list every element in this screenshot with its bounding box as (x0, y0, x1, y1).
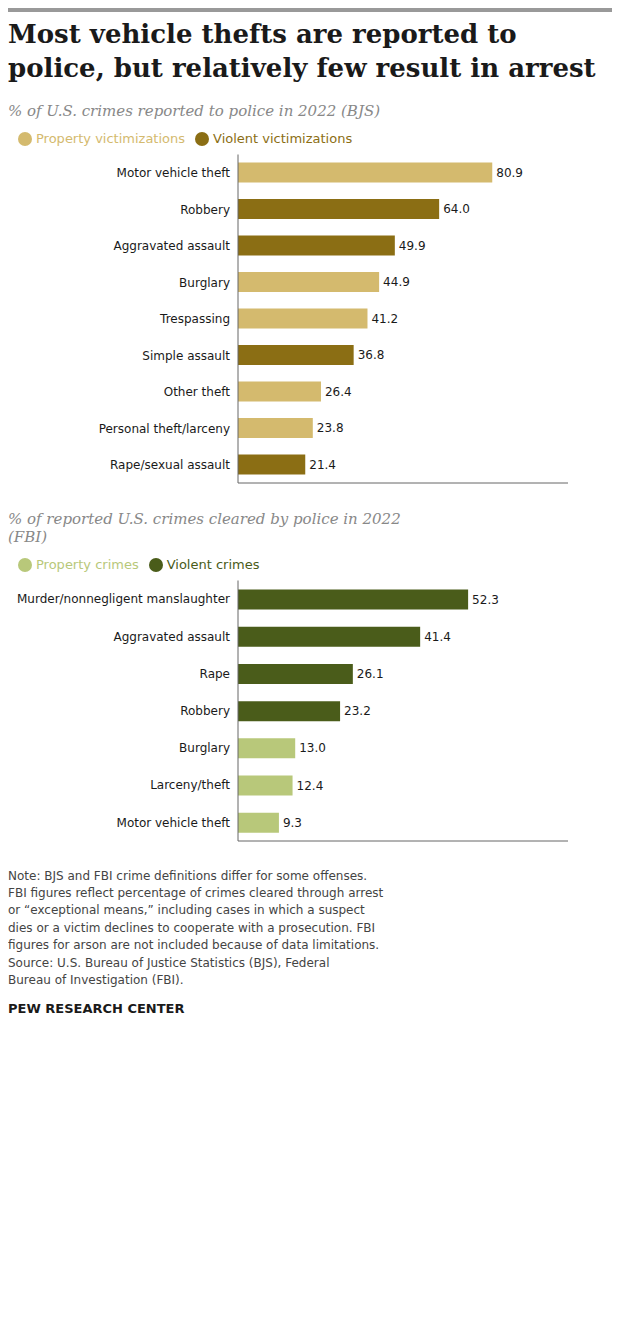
svg-text:Motor vehicle theft: Motor vehicle theft (117, 815, 231, 829)
svg-text:Personal theft/larceny: Personal theft/larceny (99, 421, 230, 435)
svg-text:49.9: 49.9 (399, 238, 426, 252)
svg-text:Rape/sexual assault: Rape/sexual assault (110, 458, 230, 472)
html-text:Violent victimizations: Violent victimizations (213, 130, 353, 146)
svg-text:Aggravated assault: Aggravated assault (113, 239, 230, 253)
svg-text:Aggravated assault: Aggravated assault (113, 629, 230, 643)
svg-text:64.0: 64.0 (443, 202, 470, 216)
svg-text:41.4: 41.4 (424, 629, 451, 643)
html-text:Property crimes: Property crimes (36, 556, 139, 572)
html-text:Most vehicle thefts are report: Most vehicle thefts are reported to poli… (8, 19, 596, 83)
svg-text:Motor vehicle theft: Motor vehicle theft (117, 166, 231, 180)
svg-text:Burglary: Burglary (179, 741, 230, 755)
html-text:Violent crimes: Violent crimes (166, 556, 260, 572)
html-text:% of U.S. crimes reported to p: % of U.S. crimes reported to police in 2… (8, 101, 380, 120)
svg-text:36.8: 36.8 (358, 348, 385, 362)
svg-text:Larceny/theft: Larceny/theft (150, 778, 230, 792)
svg-text:41.2: 41.2 (371, 311, 398, 325)
svg-text:26.1: 26.1 (357, 667, 384, 681)
svg-text:12.4: 12.4 (297, 778, 324, 792)
html-text:Note: BJS and FBI crime defini: Note: BJS and FBI crime definitions diff… (8, 868, 384, 987)
svg-text:44.9: 44.9 (383, 275, 410, 289)
svg-text:13.0: 13.0 (299, 741, 326, 755)
svg-text:Robbery: Robbery (180, 704, 230, 718)
svg-text:23.2: 23.2 (344, 704, 371, 718)
svg-text:Robbery: Robbery (180, 202, 230, 216)
svg-text:52.3: 52.3 (472, 592, 499, 606)
svg-text:21.4: 21.4 (309, 457, 336, 471)
html-text:Property victimizations: Property victimizations (36, 130, 185, 146)
svg-text:9.3: 9.3 (283, 815, 302, 829)
svg-text:Other theft: Other theft (164, 385, 231, 399)
svg-text:Simple assault: Simple assault (142, 348, 230, 362)
svg-text:26.4: 26.4 (325, 384, 352, 398)
svg-text:23.8: 23.8 (317, 421, 344, 435)
svg-text:Rape: Rape (200, 666, 230, 680)
svg-text:80.9: 80.9 (496, 165, 523, 179)
svg-text:Trespassing: Trespassing (159, 312, 230, 326)
svg-text:Murder/nonnegligent manslaught: Murder/nonnegligent manslaughter (17, 592, 230, 606)
svg-text:Burglary: Burglary (179, 275, 230, 289)
html-text:% of reported U.S. crimes clea: % of reported U.S. crimes cleared by pol… (8, 509, 401, 546)
html-text:PEW RESEARCH CENTER: PEW RESEARCH CENTER (8, 1001, 185, 1017)
